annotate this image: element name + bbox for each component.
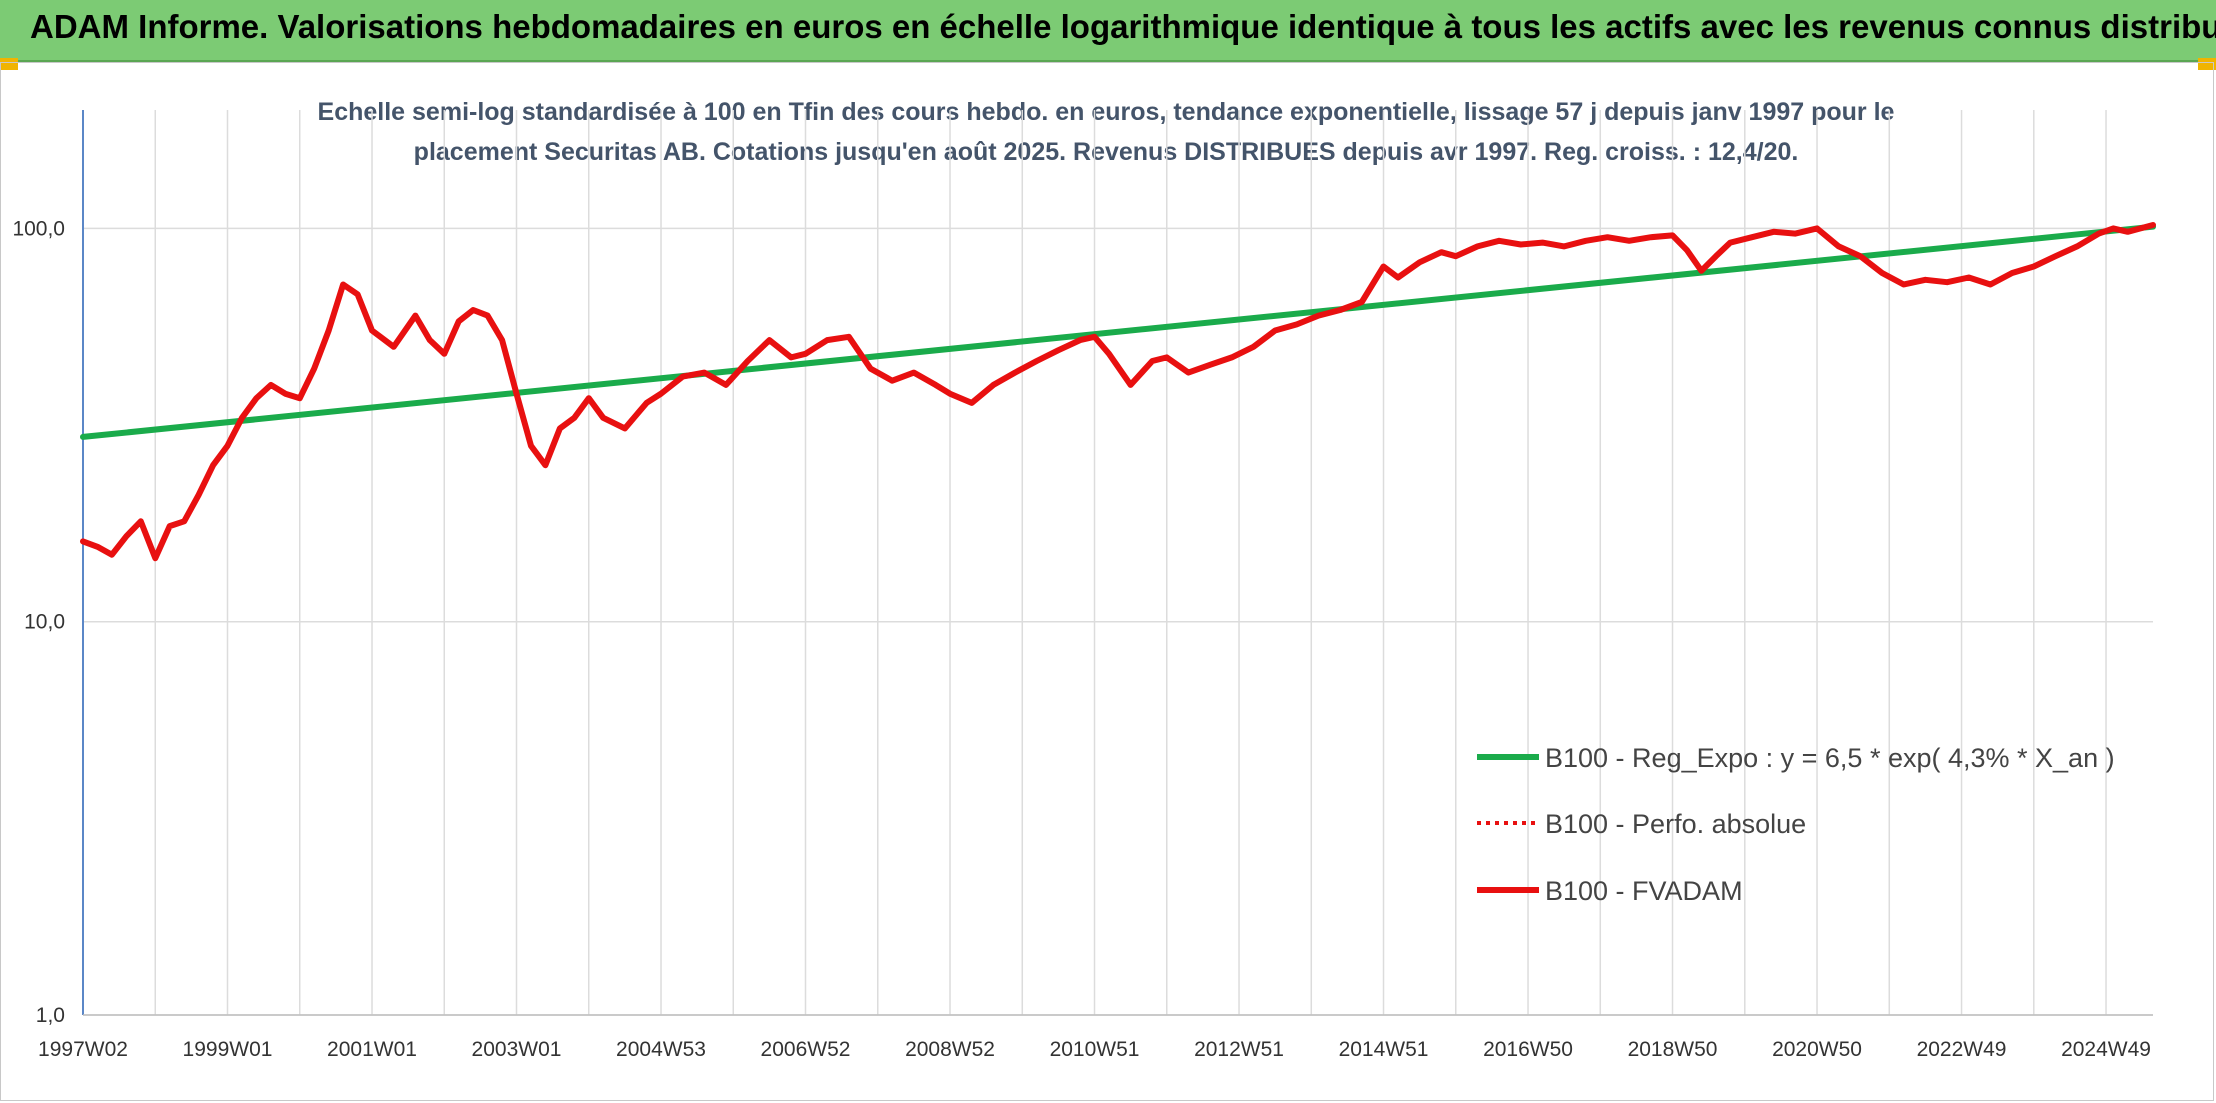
y-tick-label: 1,0 [36, 1004, 65, 1027]
grid-layer [82, 110, 2153, 1016]
x-tick-label: 2024W49 [2061, 1038, 2151, 1061]
x-tick-label: 1997W02 [38, 1038, 128, 1061]
x-tick-label: 2006W52 [761, 1038, 851, 1061]
x-tick-label: 2014W51 [1339, 1038, 1429, 1061]
x-tick-label: 2001W01 [327, 1038, 417, 1061]
axis-layer: 1,0 10,0 100,0 1997W02 1999W01 2001W01 2003W01… [12, 110, 2153, 1061]
x-tick-label: 2003W01 [472, 1038, 562, 1061]
x-tick-label: 2020W50 [1772, 1038, 1862, 1061]
chart: Echelle semi-log standardisée à 100 en T… [12, 98, 2156, 1061]
x-tick-label: 2022W49 [1917, 1038, 2007, 1061]
y-tick-label: 100,0 [12, 217, 65, 240]
chart-frame: Echelle semi-log standardisée à 100 en T… [0, 62, 2214, 1101]
page-title: ADAM Informe. Valorisations hebdomadaire… [30, 8, 2216, 45]
chart-subtitle-line-2: placement Securitas AB. Cotations jusqu'… [414, 138, 1799, 166]
x-tick-label: 2004W53 [616, 1038, 706, 1061]
x-tick-label: 2016W50 [1483, 1038, 1573, 1061]
legend: B100 - Reg_Expo : y = 6,5 * exp( 4,3% * … [1477, 743, 2115, 906]
x-tick-label: 2018W50 [1628, 1038, 1718, 1061]
series-line-2 [80, 222, 2156, 562]
legend-label-2: B100 - FVADAM [1545, 876, 1743, 906]
series-layer [80, 222, 2156, 562]
x-tick-label: 1999W01 [183, 1038, 273, 1061]
chart-subtitle-line-1: Echelle semi-log standardisée à 100 en T… [318, 98, 1895, 126]
legend-label-1: B100 - Perfo. absolue [1545, 809, 1806, 839]
x-tick-label: 2010W51 [1050, 1038, 1140, 1061]
corner-marker-left [0, 58, 18, 70]
legend-label-0: B100 - Reg_Expo : y = 6,5 * exp( 4,3% * … [1545, 743, 2115, 773]
x-tick-label: 2008W52 [905, 1038, 995, 1061]
series-line-0 [80, 223, 2156, 440]
corner-marker-right [2198, 58, 2216, 70]
y-tick-label: 10,0 [24, 611, 65, 634]
x-tick-label: 2012W51 [1194, 1038, 1284, 1061]
header-bar: ADAM Informe. Valorisations hebdomadaire… [0, 0, 2216, 62]
